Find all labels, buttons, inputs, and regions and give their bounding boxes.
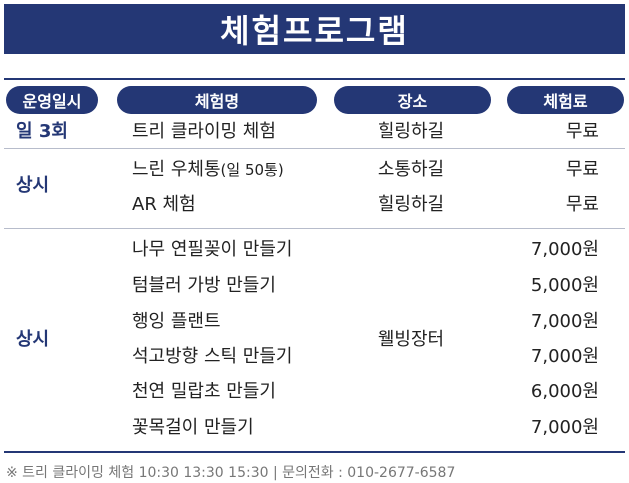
header-when: 운영일시 xyxy=(6,86,98,114)
row-when: 상시 xyxy=(16,329,50,350)
table-bottom-border xyxy=(4,451,625,453)
list-item-fee: 5,000원 xyxy=(530,275,599,296)
list-item-fee: 7,000원 xyxy=(530,239,599,260)
header-place: 장소 xyxy=(334,86,491,114)
row-fee: 무료 xyxy=(565,194,599,215)
row-fee: 무료 xyxy=(565,159,599,180)
list-item-name: 나무 연필꽂이 만들기 xyxy=(132,239,293,260)
row-place: 소통하길 xyxy=(377,159,445,180)
footer-note: ※ 트리 클라이밍 체험 10:30 13:30 15:30 | 문의전화 : … xyxy=(6,465,456,481)
row-name: AR 체험 xyxy=(132,194,196,215)
row-name-main: 느린 우체통 xyxy=(132,159,221,180)
list-item-name: 텀블러 가방 만들기 xyxy=(132,275,276,296)
row-divider xyxy=(4,148,625,149)
header-name: 체험명 xyxy=(117,86,317,114)
row-fee: 무료 xyxy=(565,121,599,142)
header-fee: 체험료 xyxy=(507,86,624,114)
list-item-fee: 7,000원 xyxy=(530,346,599,367)
table-top-border xyxy=(4,78,625,80)
list-item-fee: 7,000원 xyxy=(530,417,599,438)
list-item-name: 행잉 플랜트 xyxy=(132,311,221,332)
row-name: 트리 클라이밍 체험 xyxy=(132,121,276,142)
row-when: 상시 xyxy=(16,175,50,196)
row-when: 일 3회 xyxy=(16,121,68,142)
row-name-note: (일 50통) xyxy=(220,161,284,179)
list-item-fee: 7,000원 xyxy=(530,311,599,332)
page-title: 체험프로그램 xyxy=(4,4,625,54)
list-item-name: 꽃목걸이 만들기 xyxy=(132,417,254,438)
row-place: 힐링하길 xyxy=(377,194,445,215)
row-name: 느린 우체통(일 50통) xyxy=(132,160,284,180)
row-place: 힐링하길 xyxy=(377,121,445,142)
row-place: 웰빙장터 xyxy=(377,329,445,350)
row-divider xyxy=(4,228,625,229)
list-item-fee: 6,000원 xyxy=(530,381,599,402)
list-item-name: 석고방향 스틱 만들기 xyxy=(132,346,293,367)
list-item-name: 천연 밀랍초 만들기 xyxy=(132,381,276,402)
